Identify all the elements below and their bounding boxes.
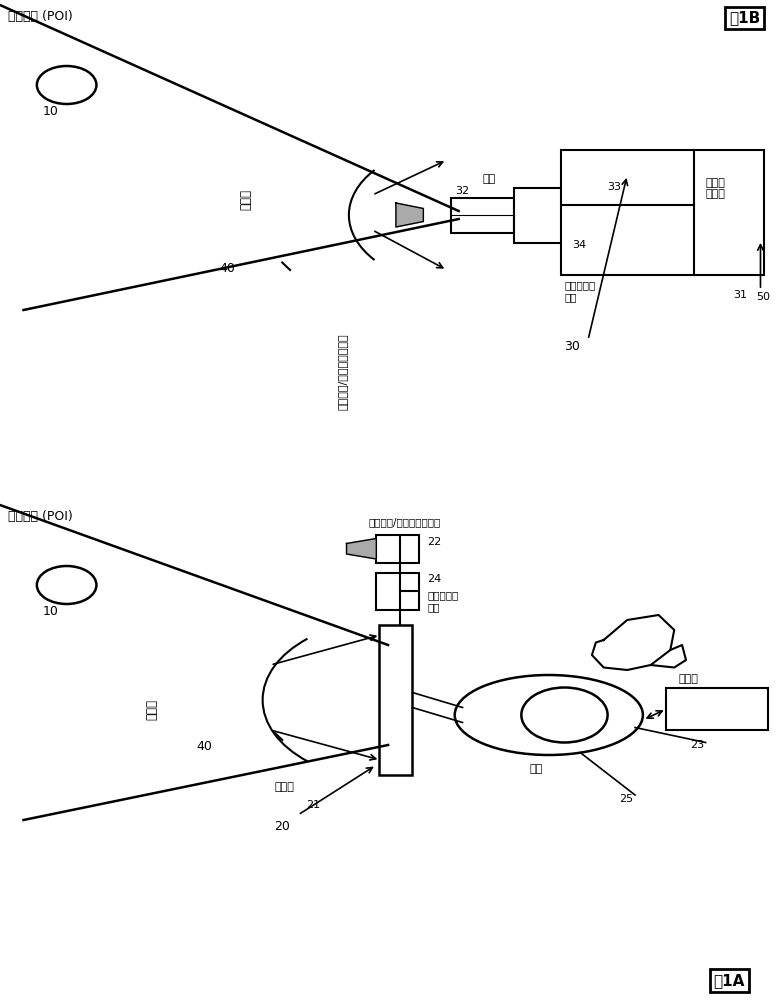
Text: 图1A: 图1A <box>713 973 745 988</box>
Text: 显示器: 显示器 <box>274 782 294 792</box>
Text: 孔径角: 孔径角 <box>145 700 158 720</box>
Text: 计算机
显示器: 计算机 显示器 <box>706 178 725 200</box>
Bar <box>666 688 768 730</box>
Bar <box>376 572 419 610</box>
Text: 感兴趣点 (POI): 感兴趣点 (POI) <box>8 510 73 523</box>
Text: 孔径角: 孔径角 <box>239 190 252 211</box>
Text: 感兴趣点 (POI): 感兴趣点 (POI) <box>8 10 73 23</box>
Polygon shape <box>347 538 376 559</box>
Text: 30: 30 <box>564 340 580 353</box>
Text: 21: 21 <box>306 800 320 810</box>
Text: 20: 20 <box>274 820 290 833</box>
Text: 40: 40 <box>220 262 235 275</box>
Text: 用于追踪/光线条件的相机: 用于追踪/光线条件的相机 <box>368 517 441 527</box>
Bar <box>451 198 514 232</box>
Text: 图1B: 图1B <box>729 10 760 25</box>
Bar <box>514 188 564 242</box>
Ellipse shape <box>455 675 643 755</box>
Text: 31: 31 <box>733 290 747 300</box>
Text: 50: 50 <box>757 292 771 302</box>
Bar <box>376 535 419 562</box>
Text: 眼睛: 眼睛 <box>529 764 543 774</box>
Text: 计算机: 计算机 <box>678 674 698 684</box>
Text: 32: 32 <box>455 186 469 196</box>
Text: 22: 22 <box>427 537 441 547</box>
Text: 相机: 相机 <box>482 174 495 184</box>
Text: 10: 10 <box>43 605 59 618</box>
Polygon shape <box>396 203 423 227</box>
Text: 23: 23 <box>690 740 704 750</box>
Text: 25: 25 <box>619 794 633 804</box>
Text: 40: 40 <box>196 740 212 753</box>
Text: 34: 34 <box>572 239 586 249</box>
Text: 用于追踪/光线条件的相机: 用于追踪/光线条件的相机 <box>337 333 347 410</box>
Bar <box>561 150 764 275</box>
Text: 附加传感器
系统: 附加传感器 系统 <box>427 590 459 612</box>
Bar <box>379 625 412 775</box>
Text: 24: 24 <box>427 574 441 584</box>
Text: 10: 10 <box>43 105 59 118</box>
Text: 33: 33 <box>608 182 622 192</box>
Text: 附加传感器
系统: 附加传感器 系统 <box>564 280 596 302</box>
